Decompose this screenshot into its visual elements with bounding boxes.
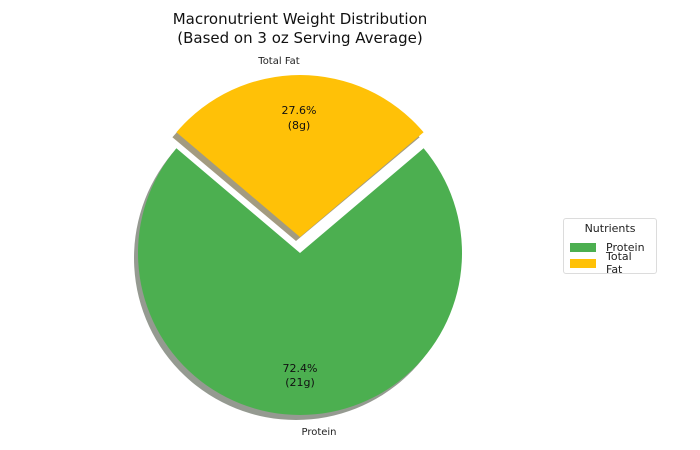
fat-outer-label: Total Fat [257,56,299,67]
fat-pct-label: 27.6% [282,104,317,117]
protein-outer-label: Protein [301,427,336,438]
legend-item-protein: Protein [570,239,650,255]
protein-slice[interactable] [138,148,463,416]
fat-grams-label: (8g) [288,119,311,132]
chart-subtitle: (Based on 3 oz Serving Average) [177,29,423,47]
legend: Nutrients Protein Total Fat [563,218,657,276]
chart-title: Macronutrient Weight Distribution [172,10,428,28]
legend-title: Nutrients [584,222,636,235]
protein-swatch [570,242,596,252]
legend-label-total-fat: Total Fat [606,250,632,276]
fat-slice[interactable] [176,75,424,237]
protein-grams-label: (21g) [285,376,315,389]
total-fat-swatch [570,258,596,268]
protein-pct-label: 72.4% [283,362,318,375]
legend-item-total-fat: Total Fat [570,250,650,276]
legend-label-protein: Protein [606,240,645,254]
